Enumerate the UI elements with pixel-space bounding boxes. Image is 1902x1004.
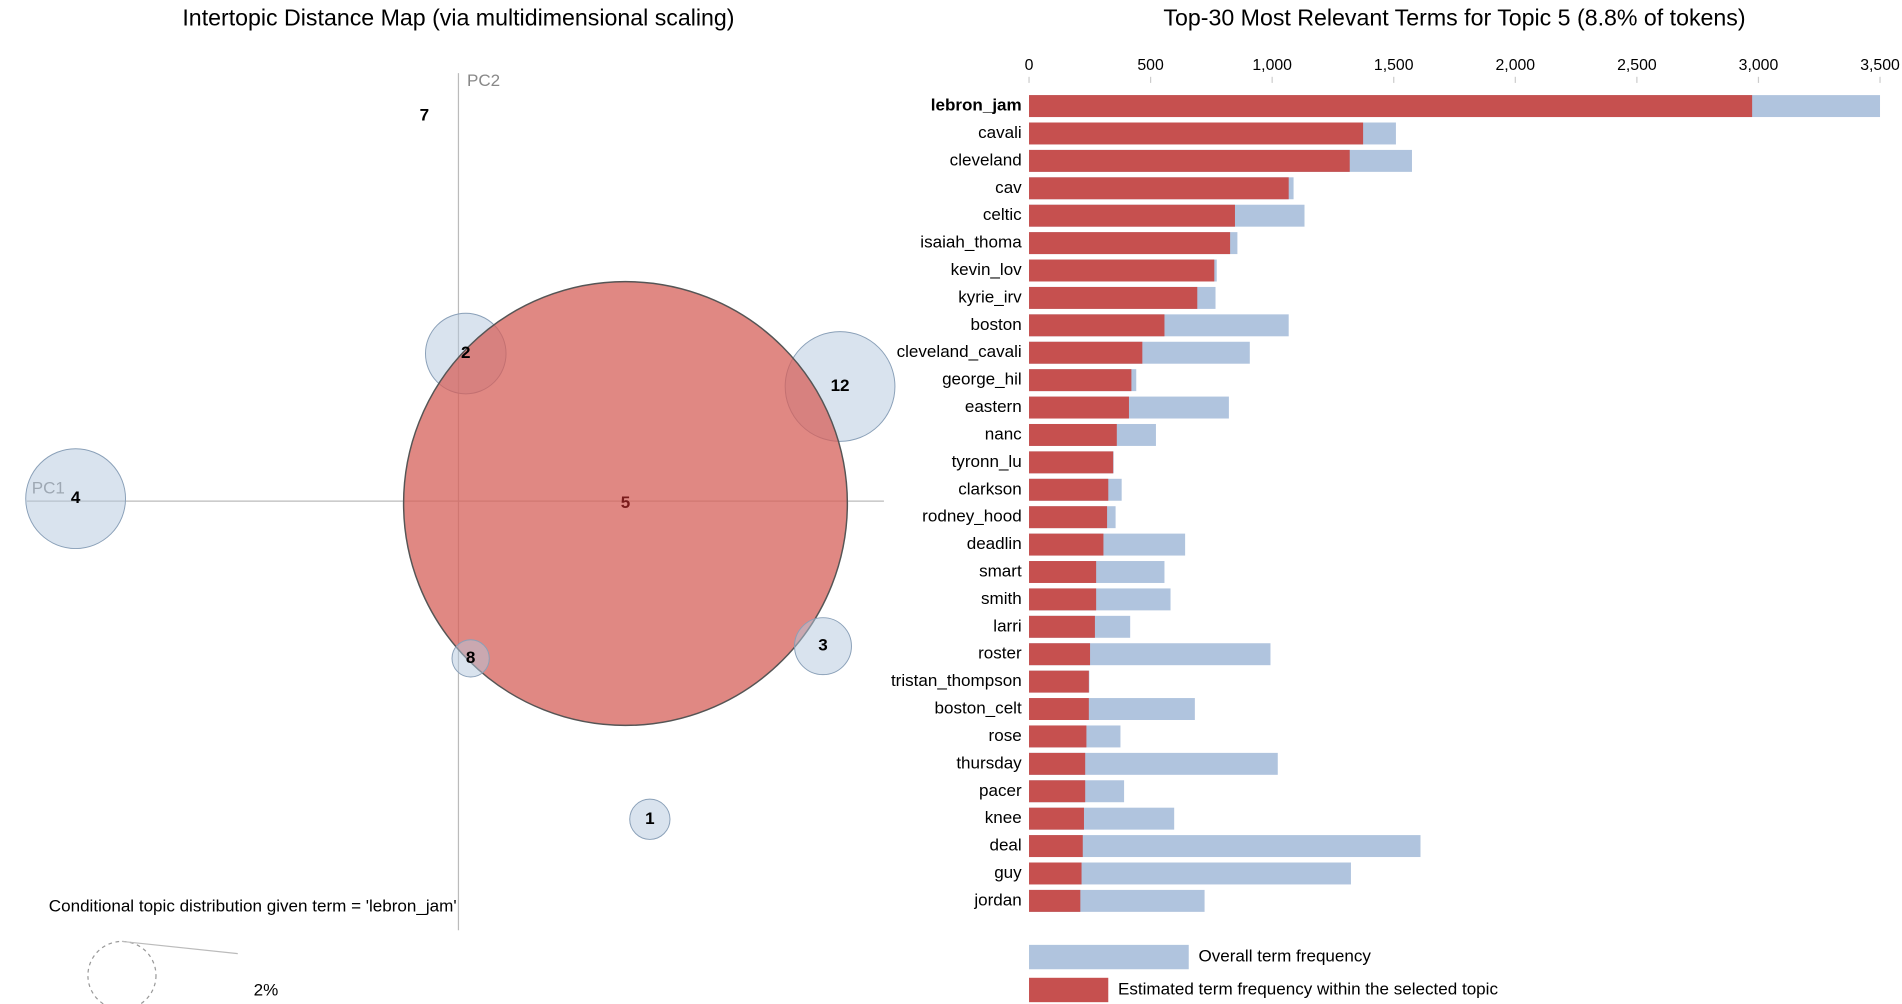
term-label: celtic [983, 205, 1022, 224]
term-label: cleveland_cavali [897, 342, 1022, 361]
bar-title: Top-30 Most Relevant Terms for Topic 5 (… [1163, 5, 1745, 31]
bar [1029, 698, 1089, 721]
topic-label: 4 [71, 488, 81, 507]
bar [1029, 588, 1097, 611]
term-label: jordan [973, 890, 1021, 909]
term-label: lebron_jam [931, 96, 1022, 115]
topic-label: 1 [645, 809, 654, 828]
bar [1029, 369, 1132, 392]
bar [1029, 835, 1083, 858]
term-label: boston [971, 315, 1022, 334]
term-label: smith [981, 589, 1022, 608]
bar [1029, 643, 1091, 666]
x-tick-label: 3,000 [1739, 57, 1779, 74]
topic-label: 2 [461, 343, 470, 362]
term-label: rose [989, 726, 1022, 745]
bar [1029, 259, 1215, 282]
bar [1029, 533, 1104, 556]
x-tick-label: 2,000 [1496, 57, 1536, 74]
term-label: george_hil [942, 370, 1022, 389]
term-label: guy [994, 863, 1022, 882]
bar [1029, 478, 1109, 501]
bar [1029, 396, 1129, 419]
bar [1029, 314, 1165, 337]
topic-circle [25, 448, 127, 550]
term-label: isaiah_thoma [920, 233, 1022, 252]
term-label: rodney_hood [922, 507, 1022, 526]
bar [1029, 232, 1231, 255]
bar [1029, 506, 1108, 529]
term-label: pacer [979, 781, 1022, 800]
bar [1029, 341, 1143, 364]
bar [1029, 752, 1278, 775]
legend-label: Estimated term frequency within the sele… [1118, 979, 1498, 998]
bar [1029, 780, 1086, 803]
term-label: cavali [978, 123, 1022, 142]
term-label: tristan_thompson [891, 671, 1022, 690]
term-label: knee [985, 808, 1022, 827]
term-label: clarkson [958, 479, 1021, 498]
bar [1029, 862, 1082, 885]
topic-circle [794, 617, 852, 676]
topic-label: 12 [831, 376, 850, 395]
legend-title: Conditional topic distribution given ter… [49, 897, 457, 916]
term-label: deal [989, 836, 1021, 855]
term-label: tyronn_lu [952, 452, 1022, 471]
bar [1029, 149, 1350, 172]
bar [1029, 177, 1289, 200]
bar [1029, 95, 1753, 118]
map-title: Intertopic Distance Map (via multidimens… [182, 5, 734, 31]
bar [1029, 889, 1081, 912]
term-label: kyrie_irv [958, 287, 1022, 306]
term-label: nanc [985, 424, 1022, 443]
bar [1029, 122, 1364, 145]
y-axis-label: PC2 [467, 71, 500, 90]
bar [1029, 835, 1421, 858]
term-label: deadlin [967, 534, 1022, 553]
topic-circle [402, 280, 849, 727]
term-label: cav [995, 178, 1022, 197]
legend-circle [87, 940, 157, 1004]
term-label: boston_celt [935, 699, 1022, 718]
legend-size-label: 2% [254, 981, 279, 1000]
term-label: kevin_lov [951, 260, 1023, 279]
term-label: eastern [965, 397, 1022, 416]
bar [1029, 670, 1089, 693]
x-tick-label: 1,000 [1252, 57, 1292, 74]
bar [1029, 204, 1235, 227]
bar [1029, 752, 1086, 775]
bar [1029, 561, 1097, 583]
bar [1029, 451, 1114, 474]
bar [1029, 423, 1117, 446]
legend-swatch [1029, 977, 1109, 1003]
topic-circle [451, 639, 490, 678]
topic-label: 7 [420, 105, 429, 124]
topic-label: 8 [466, 648, 475, 667]
x-tick-label: 0 [1025, 57, 1034, 74]
bar [1029, 615, 1095, 638]
legend-swatch [1029, 944, 1189, 970]
x-tick-label: 500 [1137, 57, 1164, 74]
legend-label: Overall term frequency [1198, 947, 1371, 966]
legend-guide [121, 940, 238, 955]
topic-label: 3 [818, 636, 827, 655]
x-tick-label: 1,500 [1374, 57, 1414, 74]
topic-circle [629, 798, 671, 840]
topic-label: 5 [621, 493, 630, 512]
term-label: cleveland [950, 150, 1022, 169]
bar [1029, 725, 1087, 748]
bar [1029, 862, 1351, 885]
term-label: thursday [956, 753, 1022, 772]
term-label: roster [978, 644, 1022, 663]
term-label: smart [979, 561, 1022, 580]
bar [1029, 807, 1084, 830]
x-tick-label: 3,500 [1860, 57, 1900, 74]
bar [1029, 286, 1198, 309]
term-label: larri [993, 616, 1021, 635]
x-tick-label: 2,500 [1617, 57, 1657, 74]
